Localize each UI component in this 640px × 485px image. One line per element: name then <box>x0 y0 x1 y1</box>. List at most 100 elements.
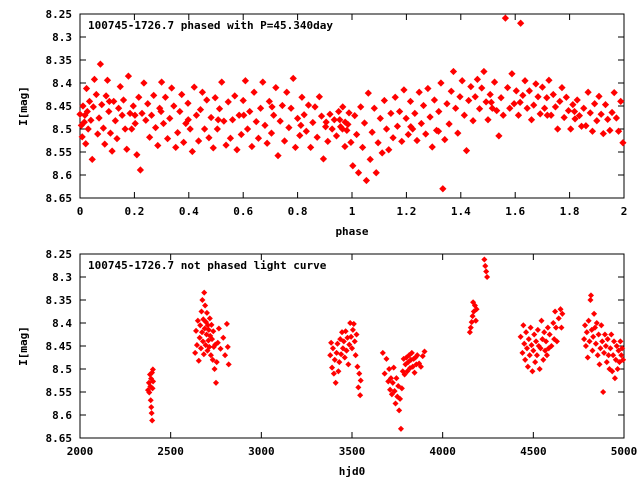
data-point <box>587 292 595 299</box>
data-point <box>274 152 282 160</box>
y-tick-label: 8.5 <box>52 123 72 136</box>
y-tick-label: 8.55 <box>46 386 73 399</box>
data-point <box>618 352 625 359</box>
data-point <box>595 92 603 100</box>
data-point <box>584 88 592 96</box>
data-point <box>374 139 382 147</box>
y-tick-label: 8.4 <box>52 317 72 330</box>
data-point <box>387 109 395 117</box>
data-point <box>195 357 202 364</box>
data-point <box>209 144 217 152</box>
data-point <box>154 141 162 150</box>
data-point <box>89 103 97 111</box>
data-point <box>573 96 581 104</box>
data-point <box>593 117 601 125</box>
data-point <box>170 102 178 110</box>
data-point <box>600 388 607 396</box>
data-point <box>398 137 406 146</box>
data-point <box>272 83 280 92</box>
data-point <box>90 75 99 83</box>
data-point <box>612 356 619 363</box>
data-point <box>417 363 424 370</box>
data-point <box>214 339 221 346</box>
data-point <box>121 125 129 133</box>
data-point <box>159 119 168 128</box>
data-point <box>526 352 533 359</box>
data-point <box>409 363 416 370</box>
data-point <box>592 340 599 347</box>
data-point <box>340 338 347 345</box>
data-point <box>401 371 408 378</box>
data-point <box>585 317 592 324</box>
data-point <box>508 70 516 78</box>
data-point <box>482 262 489 269</box>
data-point <box>128 125 136 133</box>
data-point <box>203 309 210 316</box>
x-tick-label: 3000 <box>248 445 275 458</box>
x-tick-label: 2500 <box>157 445 184 458</box>
data-point <box>103 76 112 84</box>
data-point <box>336 359 343 366</box>
y-axis-label: I[mag] <box>17 86 30 126</box>
data-point <box>553 338 560 345</box>
data-point <box>206 315 213 322</box>
data-point <box>193 342 200 349</box>
data-point <box>393 375 400 382</box>
x-tick-label: 4500 <box>520 445 547 458</box>
data-point <box>217 345 224 352</box>
data-point <box>297 121 305 129</box>
data-point <box>166 114 174 123</box>
y-tick-label: 8.35 <box>46 294 73 307</box>
data-point <box>613 342 620 350</box>
data-point <box>473 306 480 313</box>
data-point <box>546 331 553 338</box>
data-point <box>157 107 165 116</box>
data-point <box>309 118 317 127</box>
data-point <box>523 345 531 352</box>
data-point <box>469 313 476 320</box>
data-point <box>213 359 220 366</box>
data-point <box>471 93 479 101</box>
data-point <box>569 100 577 109</box>
data-point <box>317 112 326 120</box>
data-point <box>190 83 198 91</box>
data-point <box>400 86 408 94</box>
data-point <box>499 111 507 119</box>
data-point <box>533 338 540 345</box>
data-point <box>150 378 157 385</box>
data-point <box>385 378 392 385</box>
data-points <box>144 256 627 432</box>
axis-ticks: 2000 2500 3000 3500 4000 4500 5000 8.25 8.3 8.35 8… <box>46 248 638 458</box>
x-tick-label: 0.2 <box>124 205 144 218</box>
data-point <box>82 140 90 148</box>
data-point <box>604 336 611 343</box>
data-point <box>596 361 603 368</box>
data-point <box>196 334 203 341</box>
data-point <box>220 334 227 341</box>
data-point <box>591 310 598 317</box>
data-point <box>105 107 113 116</box>
data-point <box>330 116 338 124</box>
data-point <box>358 143 367 152</box>
data-point <box>199 329 206 336</box>
data-point <box>328 339 335 346</box>
data-point <box>419 101 428 110</box>
data-point <box>80 118 88 126</box>
data-point <box>404 368 411 375</box>
data-point <box>199 338 206 345</box>
data-point <box>322 118 330 126</box>
data-point <box>422 130 430 138</box>
data-point <box>540 356 547 363</box>
data-point <box>411 369 418 376</box>
data-point <box>552 324 560 331</box>
data-point <box>215 325 222 332</box>
data-point <box>593 319 600 327</box>
data-point <box>619 139 627 147</box>
data-point <box>430 96 439 104</box>
data-point <box>328 125 336 133</box>
data-point <box>138 109 146 117</box>
data-point <box>611 375 618 382</box>
data-point <box>208 321 215 328</box>
data-point <box>224 343 231 350</box>
data-point <box>348 333 355 340</box>
